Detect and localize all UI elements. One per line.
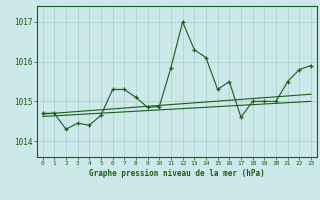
X-axis label: Graphe pression niveau de la mer (hPa): Graphe pression niveau de la mer (hPa) [89,169,265,178]
